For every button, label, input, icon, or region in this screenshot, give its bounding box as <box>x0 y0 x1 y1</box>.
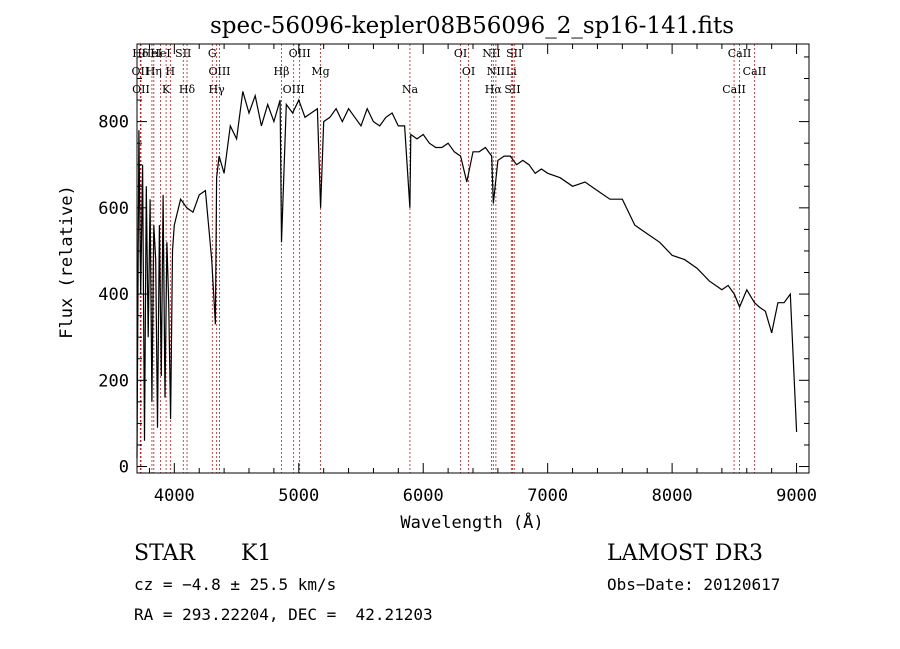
marker-label: Hγ <box>209 83 226 96</box>
marker-label: CaII <box>743 65 767 78</box>
survey-label: LAMOST DR3 <box>607 541 763 566</box>
x-tick-label: 8000 <box>652 486 693 506</box>
marker-label: CaII <box>728 47 752 60</box>
x-tick-label: 6000 <box>403 486 444 506</box>
marker-label: OIII <box>283 83 305 96</box>
marker-label: OI <box>454 47 467 60</box>
marker-label: HeI <box>150 47 170 60</box>
marker-label: H <box>166 65 176 78</box>
y-tick-label: 600 <box>98 199 129 219</box>
y-tick-label: 800 <box>98 113 129 133</box>
marker-label: Mg <box>311 65 329 78</box>
x-axis-label: Wavelength (Å) <box>400 511 543 533</box>
class-label: STAR <box>134 541 196 566</box>
y-tick-label: 0 <box>119 458 129 478</box>
marker-label: OII <box>132 83 150 96</box>
y-axis-label: Flux (relative) <box>57 185 77 339</box>
marker-label: Na <box>402 83 419 96</box>
x-tick-label: 5000 <box>278 486 319 506</box>
marker-label: HeI <box>142 47 162 60</box>
marker-label: G <box>208 47 217 60</box>
coords-text: RA = 293.22204, DEC = 42.21203 <box>134 605 433 624</box>
spectrum-line <box>136 91 798 458</box>
marker-label: OIII <box>208 65 230 78</box>
y-tick-label: 200 <box>98 371 129 391</box>
marker-label: Hη <box>146 65 162 78</box>
marker-label: Hα <box>485 83 503 96</box>
y-tick-label: 400 <box>98 285 129 305</box>
marker-label: SII <box>175 47 191 60</box>
marker-labels: HδOIIOIIHeIHηKHeIHHδSIIOIIIHγGHβOIIIOIII… <box>132 47 767 96</box>
marker-label: Hδ <box>179 83 196 96</box>
marker-label: NII <box>482 47 500 60</box>
x-axis: 4000 5000 6000 7000 8000 9000 <box>148 44 817 506</box>
redshift-text: cz = −4.8 ± 25.5 km/s <box>134 575 336 594</box>
subclass-label: K1 <box>241 541 271 566</box>
marker-label: SII <box>506 47 522 60</box>
plot-frame <box>136 43 810 474</box>
obs-date-text: Obs−Date: 20120617 <box>607 575 780 594</box>
marker-label: NII <box>487 65 505 78</box>
marker-label: K <box>162 83 171 96</box>
x-tick-label: 7000 <box>527 486 568 506</box>
marker-lines <box>139 44 755 473</box>
marker-label: Hβ <box>274 65 290 78</box>
y-axis: 0 200 400 600 800 <box>98 56 809 478</box>
x-tick-label: 9000 <box>776 486 817 506</box>
marker-label: OI <box>462 65 475 78</box>
marker-label: SII <box>504 83 520 96</box>
marker-label: Hδ <box>132 47 149 60</box>
marker-label: CaII <box>722 83 746 96</box>
chart-title: spec-56096-kepler08B56096_2_sp16-141.fit… <box>210 13 734 39</box>
marker-label: OII <box>132 65 150 78</box>
x-tick-label: 4000 <box>154 486 195 506</box>
marker-label: OIII <box>289 47 311 60</box>
marker-label: Li <box>506 65 517 78</box>
